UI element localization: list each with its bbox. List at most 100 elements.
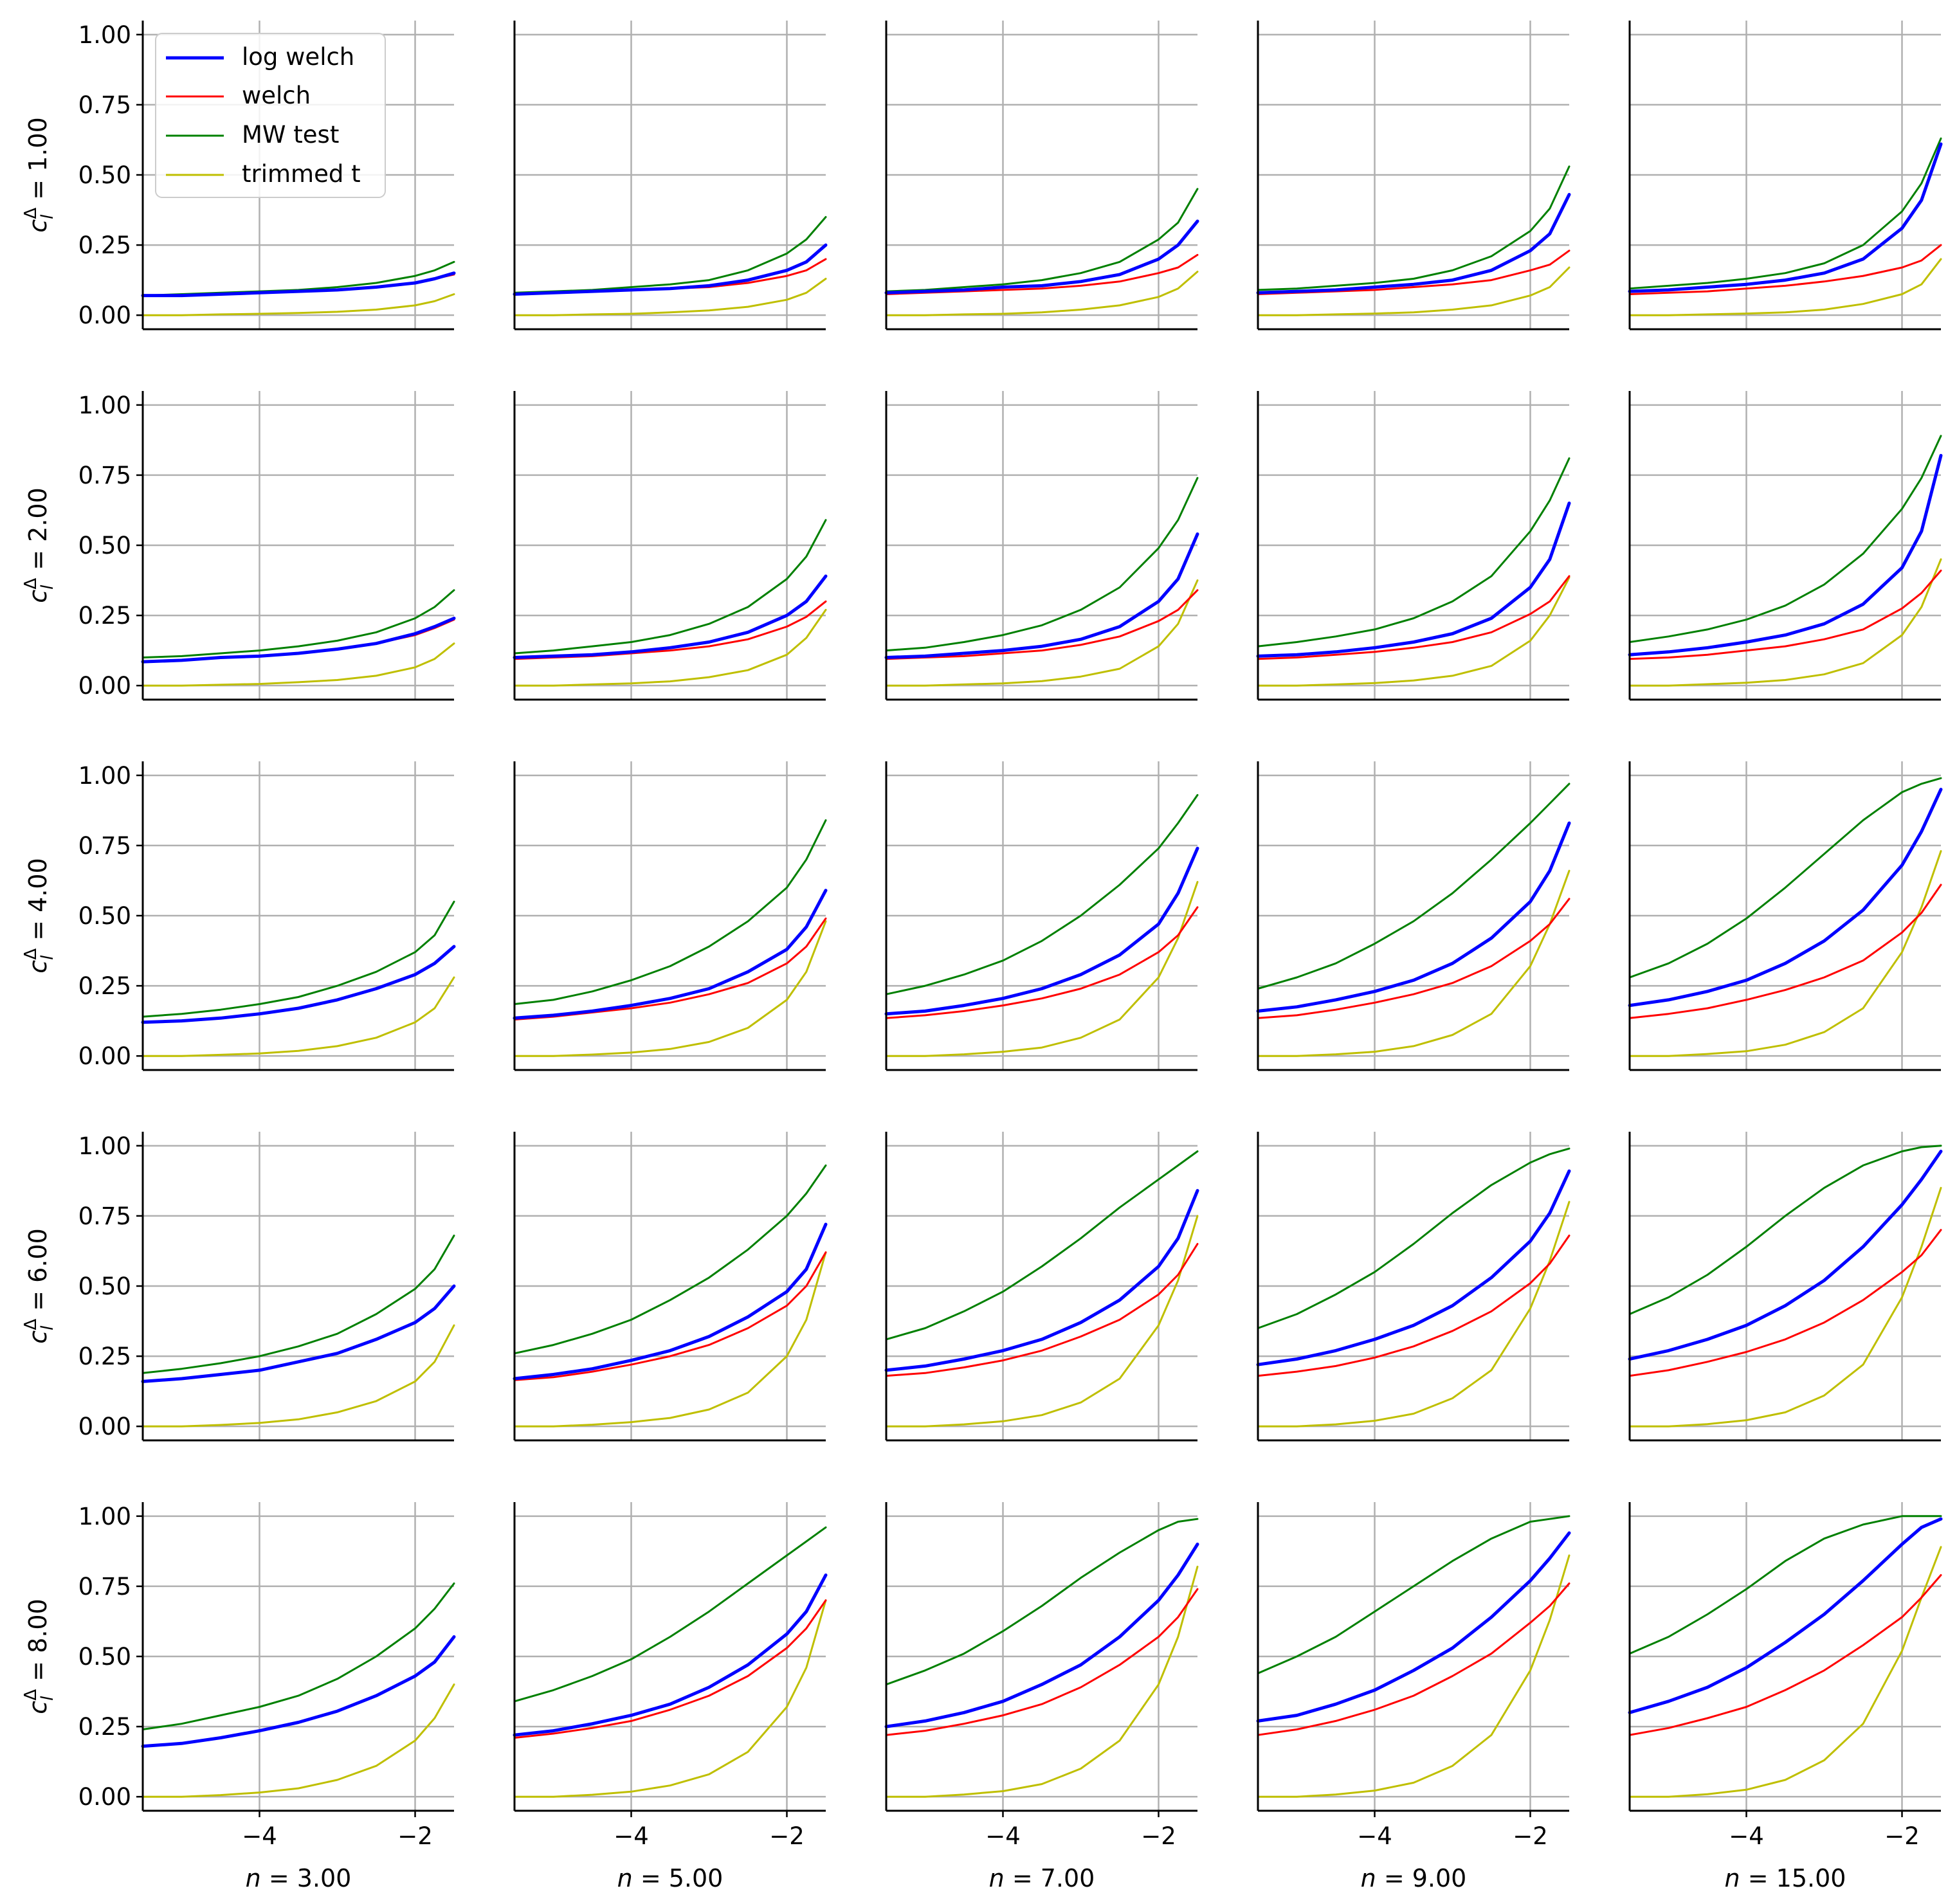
series-line-mw-test	[885, 1518, 1199, 1686]
panel-r5-c5: −4 −2 n = 15.00	[1628, 1502, 1943, 1892]
series-line-log-welch	[884, 1189, 1199, 1372]
series-line-trimmed-t	[141, 1683, 455, 1798]
series-line-log-welch	[513, 889, 828, 1020]
series-line-mw-test	[513, 1164, 827, 1355]
x-tick-label: −2	[1141, 1822, 1176, 1850]
series-line-welch	[1257, 1235, 1570, 1377]
series-line-welch	[885, 1588, 1199, 1736]
y-tick-label: 0.00	[78, 1783, 131, 1811]
series-line-welch	[885, 1243, 1199, 1377]
series-line-trimmed-t	[1628, 850, 1942, 1057]
series-line-log-welch	[513, 574, 828, 659]
x-tick-label: −4	[242, 1822, 277, 1850]
panel-r5-c2: −4 −2 n = 5.00	[513, 1502, 828, 1892]
series-line-trimmed-t	[885, 881, 1199, 1057]
legend-label-log-welch: log welch	[242, 43, 354, 71]
row-label: clΔ = 4.00	[21, 858, 57, 974]
series-line-trimmed-t	[513, 920, 827, 1057]
panel-r3-c2	[513, 761, 828, 1071]
series-line-mw-test	[1257, 457, 1570, 648]
legend-label-welch: welch	[242, 82, 311, 109]
series-line-trimmed-t	[1257, 266, 1570, 316]
series-line-log-welch	[1628, 1517, 1943, 1714]
panel-r3-c1: 0.00 0.25 0.50 0.75 1.00 clΔ = 4.00	[21, 761, 456, 1071]
series-line-log-welch	[513, 1573, 828, 1737]
x-tick-label: −2	[397, 1822, 433, 1850]
series-line-log-welch	[141, 617, 456, 664]
panel-r1-c2	[513, 21, 828, 331]
series-line-trimmed-t	[1628, 558, 1942, 687]
series-line-trimmed-t	[1257, 576, 1570, 687]
col-label: n = 15.00	[1725, 1864, 1846, 1892]
panel-r2-c1: 0.00 0.25 0.50 0.75 1.00 clΔ = 2.00	[21, 391, 456, 701]
panel-r4-c4	[1256, 1132, 1571, 1442]
series-line-trimmed-t	[513, 278, 827, 316]
y-tick-label: 0.25	[78, 1343, 131, 1370]
series-line-trimmed-t	[141, 642, 455, 687]
series-line-mw-test	[1628, 1145, 1942, 1316]
panel-r4-c3	[884, 1132, 1199, 1442]
y-tick-label: 0.00	[78, 1042, 131, 1070]
series-line-trimmed-t	[141, 976, 455, 1057]
series-line-log-welch	[141, 271, 456, 298]
panel-r3-c3	[884, 761, 1199, 1071]
series-line-welch	[1628, 244, 1942, 295]
series-line-mw-test	[885, 793, 1199, 995]
series-line-welch	[1628, 569, 1942, 660]
series-line-trimmed-t	[1257, 1554, 1570, 1798]
panel-r2-c5	[1628, 391, 1943, 701]
x-tick-label: −4	[614, 1822, 649, 1850]
y-tick-label: 1.00	[78, 1503, 131, 1530]
series-line-log-welch	[1256, 1169, 1571, 1366]
panel-r2-c2	[513, 391, 828, 701]
y-tick-label: 0.25	[78, 231, 131, 259]
series-line-log-welch	[1628, 1150, 1943, 1361]
series-line-mw-test	[513, 819, 827, 1005]
series-line-welch	[1257, 575, 1570, 660]
series-line-welch	[1628, 884, 1942, 1019]
series-line-mw-test	[1628, 1515, 1942, 1655]
y-tick-label: 0.75	[78, 1202, 131, 1230]
panel-r1-c5	[1628, 21, 1943, 331]
series-line-welch	[513, 1251, 827, 1381]
panel-r5-c4: −4 −2 n = 9.00	[1256, 1502, 1571, 1892]
series-line-trimmed-t	[513, 608, 827, 687]
series-line-welch	[513, 1599, 827, 1739]
series-line-welch	[1257, 898, 1570, 1019]
series-line-log-welch	[141, 1284, 456, 1383]
series-line-mw-test	[885, 188, 1199, 293]
legend: log welch welch MW test trimmed t	[155, 33, 386, 198]
col-label: n = 3.00	[246, 1864, 352, 1892]
y-tick-label: 0.00	[78, 1413, 131, 1440]
series-line-trimmed-t	[1257, 1201, 1570, 1428]
series-line-log-welch	[1628, 142, 1943, 293]
panel-r4-c2	[513, 1132, 828, 1442]
series-line-trimmed-t	[513, 1251, 827, 1428]
y-tick-label: 0.75	[78, 832, 131, 860]
panel-r4-c5	[1628, 1132, 1943, 1442]
series-line-log-welch	[884, 532, 1199, 659]
x-tick-label: −4	[1357, 1822, 1392, 1850]
series-line-mw-test	[1257, 1515, 1570, 1674]
series-line-log-welch	[1256, 821, 1571, 1013]
y-tick-label: 0.50	[78, 1273, 131, 1300]
y-tick-label: 0.75	[78, 1573, 131, 1600]
panel-r3-c5	[1628, 761, 1943, 1071]
series-line-log-welch	[884, 1543, 1199, 1728]
series-line-trimmed-t	[141, 1324, 455, 1428]
series-line-log-welch	[884, 846, 1199, 1016]
series-line-log-welch	[1628, 453, 1943, 657]
series-line-log-welch	[513, 243, 828, 296]
legend-box	[155, 33, 386, 198]
y-tick-label: 1.00	[78, 21, 131, 49]
panel-r1-c3	[884, 21, 1199, 331]
series-line-mw-test	[141, 589, 455, 658]
x-tick-label: −4	[1729, 1822, 1764, 1850]
series-line-mw-test	[513, 1526, 827, 1703]
series-line-mw-test	[141, 900, 455, 1018]
y-tick-label: 1.00	[78, 762, 131, 790]
series-line-welch	[885, 589, 1199, 660]
y-tick-label: 0.00	[78, 672, 131, 700]
